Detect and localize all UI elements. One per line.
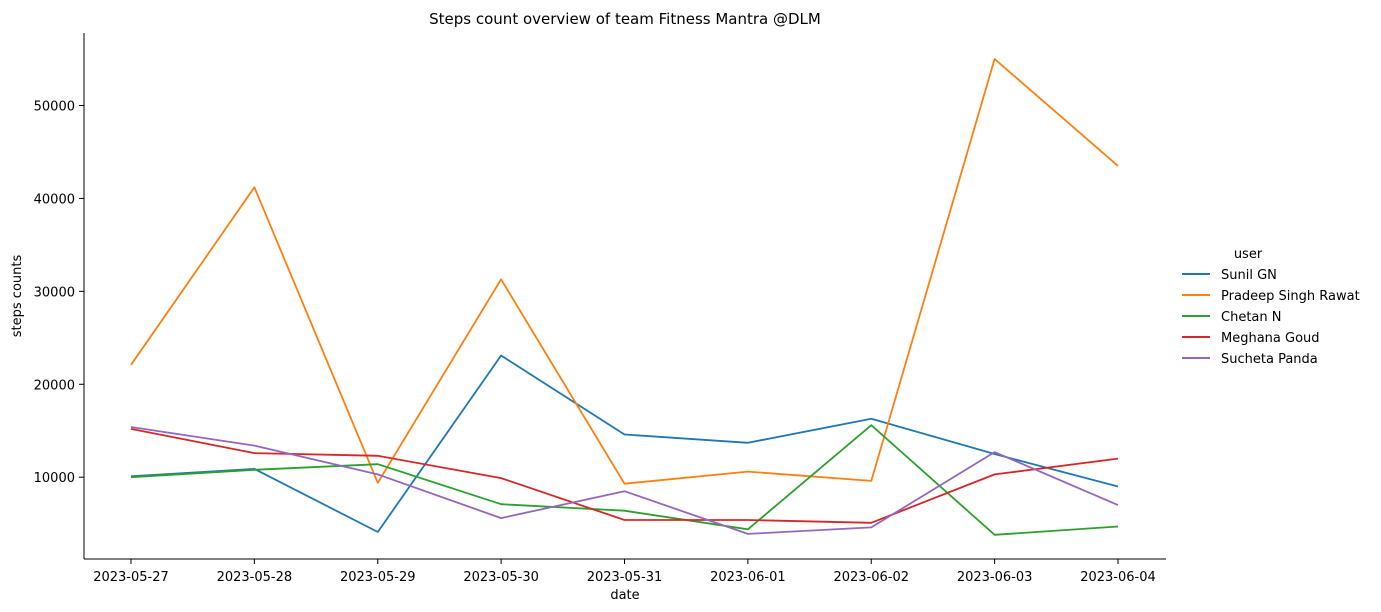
x-axis-ticks: 2023-05-27 2023-05-28 2023-05-29 2023-05-30… <box>93 559 1156 585</box>
x-tick-label: 2023-06-01 <box>710 570 786 585</box>
legend-entry-label: Sucheta Panda <box>1221 352 1318 367</box>
y-tick-label: 40000 <box>34 192 75 207</box>
x-tick-label: 2023-05-31 <box>587 570 663 585</box>
y-axis-label: steps counts <box>10 255 25 338</box>
x-tick-label: 2023-06-02 <box>833 570 909 585</box>
x-tick-label: 2023-05-28 <box>217 570 293 585</box>
series-line-1 <box>130 354 1119 533</box>
series-line-5 <box>130 426 1119 535</box>
x-axis-label: date <box>610 588 639 603</box>
x-tick-label: 2023-05-30 <box>463 570 539 585</box>
y-tick-label: 50000 <box>34 99 75 114</box>
legend-entry-label: Chetan N <box>1221 310 1281 325</box>
legend-entry-label: Pradeep Singh Rawat <box>1221 289 1360 304</box>
x-tick-label: 2023-06-03 <box>957 570 1033 585</box>
x-tick-label: 2023-05-29 <box>340 570 416 585</box>
series-line-2 <box>130 58 1119 485</box>
legend-title: user <box>1234 247 1263 262</box>
series-line-4 <box>130 428 1119 524</box>
legend: user Sunil GN Pradeep Singh Rawat Chetan N… <box>1182 247 1360 367</box>
chart-title: Steps count overview of team Fitness Man… <box>429 10 821 28</box>
y-tick-label: 10000 <box>34 471 75 486</box>
x-tick-label: 2023-05-27 <box>93 570 169 585</box>
x-tick-label: 2023-06-04 <box>1080 570 1156 585</box>
legend-entry-label: Sunil GN <box>1221 268 1277 283</box>
legend-entry-label: Meghana Goud <box>1221 331 1320 346</box>
y-tick-label: 20000 <box>34 378 75 393</box>
plot-area <box>130 58 1119 536</box>
y-tick-label: 30000 <box>34 285 75 300</box>
series-line-3 <box>130 424 1119 536</box>
y-axis-ticks: 10000 20000 30000 40000 50000 <box>34 99 84 486</box>
